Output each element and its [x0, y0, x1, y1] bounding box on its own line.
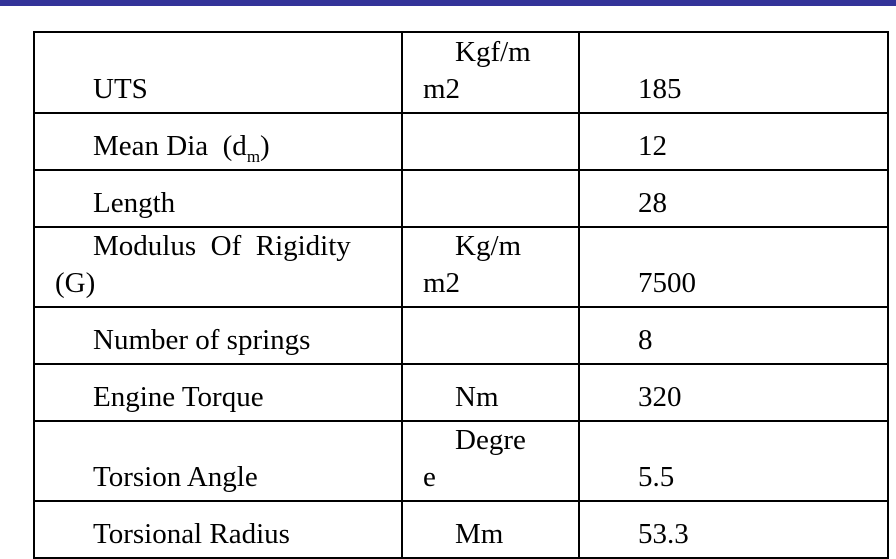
unit-cell: Nm	[401, 363, 580, 422]
table-row: Number of springs 8	[33, 306, 889, 365]
value-cell: 12	[578, 112, 889, 171]
label-main: Mean Dia (d	[93, 130, 247, 162]
table-row: Torsion Angle Degre e 5.5	[33, 420, 889, 502]
unit-label: e	[423, 461, 436, 493]
value-cell: 7500	[578, 226, 889, 308]
table-row: Length 28	[33, 169, 889, 228]
parameter-cell: Torsion Angle	[33, 420, 403, 502]
parameter-cell: Engine Torque	[33, 363, 403, 422]
parameter-label: Modulus Of Rigidity	[93, 230, 351, 262]
unit-label: m2	[423, 267, 461, 299]
label-end: )	[260, 130, 270, 162]
table-row: Modulus Of Rigidity (G) Kg/m m2 7500	[33, 226, 889, 308]
header-bar	[0, 0, 896, 6]
parameter-label: Number of springs	[93, 324, 311, 356]
value-label: 28	[638, 187, 667, 219]
value-cell: 185	[578, 31, 889, 114]
parameter-cell: Number of springs	[33, 306, 403, 365]
parameter-cell: Length	[33, 169, 403, 228]
unit-label: Mm	[455, 518, 504, 550]
unit-label: Degre	[455, 424, 526, 456]
parameter-label: UTS	[93, 73, 148, 105]
table-row: Torsional Radius Mm 53.3	[33, 500, 889, 559]
value-cell: 8	[578, 306, 889, 365]
unit-cell: Kgf/m m2	[401, 31, 580, 114]
table-row: Engine Torque Nm 320	[33, 363, 889, 422]
table-row: Mean Dia (dm) 12	[33, 112, 889, 171]
value-label: 5.5	[638, 461, 675, 493]
spring-parameters-table: UTS Kgf/m m2 185 Mean Dia (dm) 12 Length …	[33, 31, 889, 559]
parameter-label: Mean Dia (dm)	[35, 128, 401, 165]
value-cell: 5.5	[578, 420, 889, 502]
unit-label: m2	[423, 73, 461, 105]
value-label: 53.3	[638, 518, 689, 550]
parameter-label: Engine Torque	[93, 381, 264, 413]
parameter-cell: Modulus Of Rigidity (G)	[33, 226, 403, 308]
unit-label: Kg/m	[455, 230, 522, 262]
parameter-label: (G)	[55, 267, 96, 299]
unit-cell	[401, 112, 580, 171]
label-subscript: m	[246, 146, 261, 166]
unit-cell: Kg/m m2	[401, 226, 580, 308]
parameter-label: Length	[93, 187, 176, 219]
value-label: 7500	[638, 267, 696, 299]
table-row: UTS Kgf/m m2 185	[33, 31, 889, 114]
unit-label: Kgf/m	[455, 36, 531, 68]
value-cell: 320	[578, 363, 889, 422]
unit-cell: Degre e	[401, 420, 580, 502]
value-label: 185	[638, 73, 682, 105]
parameter-label: Torsion Angle	[93, 461, 258, 493]
unit-label: Nm	[455, 381, 499, 413]
value-cell: 28	[578, 169, 889, 228]
unit-cell: Mm	[401, 500, 580, 559]
value-label: 320	[638, 381, 682, 413]
parameter-label: Torsional Radius	[93, 518, 290, 550]
parameter-cell: UTS	[33, 31, 403, 114]
parameter-cell: Mean Dia (dm)	[33, 112, 403, 171]
unit-cell	[401, 169, 580, 228]
value-label: 12	[638, 130, 667, 162]
unit-cell	[401, 306, 580, 365]
value-cell: 53.3	[578, 500, 889, 559]
parameter-cell: Torsional Radius	[33, 500, 403, 559]
value-label: 8	[638, 324, 653, 356]
